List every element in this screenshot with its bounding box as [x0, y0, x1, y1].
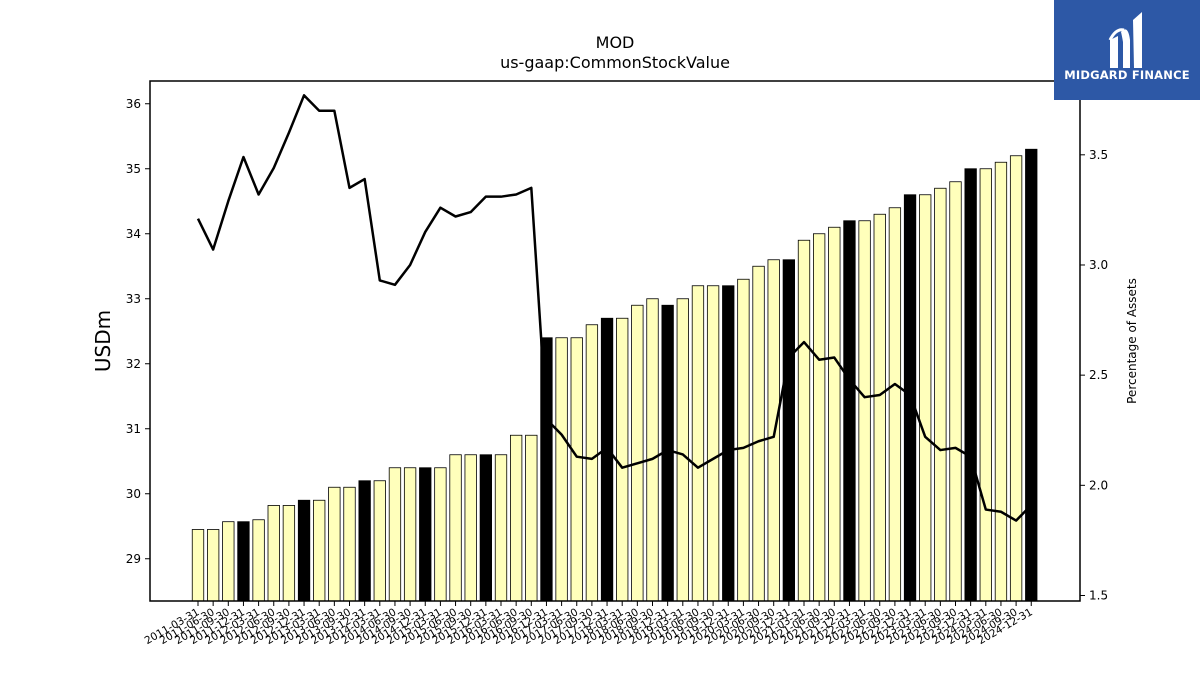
bar — [858, 220, 871, 602]
y-tick-label-left: 35 — [126, 162, 141, 176]
bar — [237, 521, 250, 602]
bar — [509, 434, 523, 602]
percentage-line — [196, 94, 1033, 522]
bar — [737, 278, 750, 602]
bar — [358, 480, 371, 602]
brand-logo: MIDGARD FINANCE — [1054, 0, 1200, 100]
chart-title: MOD — [596, 33, 635, 52]
bar — [949, 181, 962, 602]
y-tick-label-right: 3.5 — [1089, 148, 1108, 162]
y-tick-label-left: 33 — [126, 292, 141, 306]
y-axis-right-label: Percentage of Assets — [1125, 278, 1139, 404]
y-tick-label-left: 32 — [126, 357, 141, 371]
bar — [676, 298, 689, 602]
bar — [570, 337, 583, 602]
bar — [282, 505, 296, 602]
bar — [449, 454, 462, 602]
bar — [919, 194, 932, 602]
bar — [646, 298, 659, 602]
bar — [979, 168, 992, 602]
bar — [888, 207, 902, 602]
line-series — [196, 94, 1033, 522]
bar — [616, 317, 629, 602]
bar — [782, 259, 795, 602]
bar — [752, 265, 765, 602]
bar — [873, 213, 886, 602]
bar — [252, 519, 265, 602]
bar — [222, 521, 235, 602]
bar — [540, 337, 553, 602]
bar — [373, 480, 386, 602]
y-tick-label-right: 2.5 — [1089, 368, 1108, 382]
brand-logo-text: MIDGARD FINANCE — [1064, 68, 1190, 82]
x-axis: 2011-03-312011-06-302011-09-302011-12-31… — [143, 601, 1035, 647]
bar — [722, 285, 735, 602]
bar-series — [191, 148, 1038, 602]
y-tick-label-left: 36 — [126, 97, 141, 111]
bar — [464, 454, 477, 602]
bar — [313, 499, 326, 602]
bar — [964, 168, 977, 602]
bar — [525, 434, 538, 602]
bar — [419, 467, 432, 602]
y-tick-label-right: 3.0 — [1089, 258, 1108, 272]
bar — [797, 239, 811, 602]
bar — [494, 454, 508, 602]
left-axis: 29 30 31 32 33 34 35 36 — [126, 97, 150, 566]
y-tick-label-right: 1.5 — [1089, 588, 1108, 602]
bar — [994, 161, 1008, 602]
bar — [403, 467, 417, 602]
bar — [555, 337, 568, 602]
bar — [1025, 148, 1038, 602]
bar — [585, 324, 599, 602]
chart-subtitle: us-gaap:CommonStockValue — [500, 53, 730, 72]
bar — [388, 467, 402, 602]
bar — [1009, 155, 1023, 602]
bar — [267, 505, 280, 602]
y-tick-label-left: 29 — [126, 552, 141, 566]
midgard-logo-icon — [1108, 12, 1142, 68]
bar — [600, 317, 614, 602]
bar — [934, 187, 947, 602]
y-tick-label-left: 31 — [126, 422, 141, 436]
right-axis: 1.5 2.0 2.5 3.0 3.5 — [1080, 148, 1108, 602]
bar — [843, 220, 856, 602]
bar — [631, 304, 644, 602]
bar — [813, 233, 826, 602]
bar — [706, 285, 720, 602]
bar — [343, 486, 356, 602]
y-tick-label-left: 34 — [126, 227, 141, 241]
y-tick-label-left: 30 — [126, 487, 141, 501]
bar — [297, 499, 311, 602]
bar — [479, 454, 493, 602]
bar — [434, 467, 447, 602]
y-tick-label-right: 2.0 — [1089, 478, 1108, 492]
bar — [691, 285, 705, 602]
bar — [206, 529, 220, 602]
bar — [328, 486, 341, 602]
bar — [191, 529, 205, 602]
bar — [828, 226, 841, 602]
plot-frame — [149, 80, 1081, 602]
y-axis-left-label: USDm — [91, 310, 115, 372]
